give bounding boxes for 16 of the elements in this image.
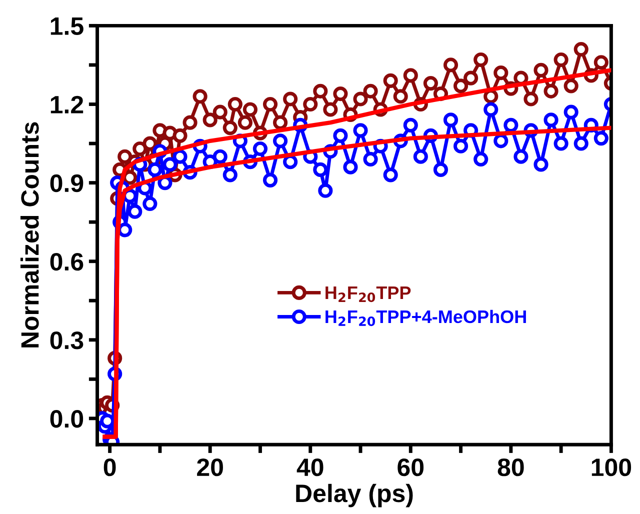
y-tick-label: 1.5 xyxy=(50,18,84,36)
x-tick-label: 80 xyxy=(498,458,524,476)
x-tick-label: 40 xyxy=(296,458,324,476)
y-tick-label: 0.9 xyxy=(50,174,84,192)
x-tick-label: 100 xyxy=(592,458,632,476)
legend-label: H$_{2}$F$_{20}$TPP+4-MeOPhOH xyxy=(326,310,526,326)
y-tick-label: 1.2 xyxy=(50,96,84,114)
y-axis-title: Normalized Counts xyxy=(20,122,39,348)
text: 0.0 xyxy=(50,410,84,428)
y-tick-label: 0.3 xyxy=(50,331,84,350)
x-axis-title: Delay (ps) xyxy=(296,484,413,508)
y-tick-label: 0.6 xyxy=(50,252,84,271)
x-tick-label: 60 xyxy=(398,458,424,476)
legend-label: H$_{2}$F$_{20}$TPP xyxy=(326,286,411,302)
x-tick-label: 20 xyxy=(197,458,223,476)
x-tick-label: 0 xyxy=(104,458,116,476)
